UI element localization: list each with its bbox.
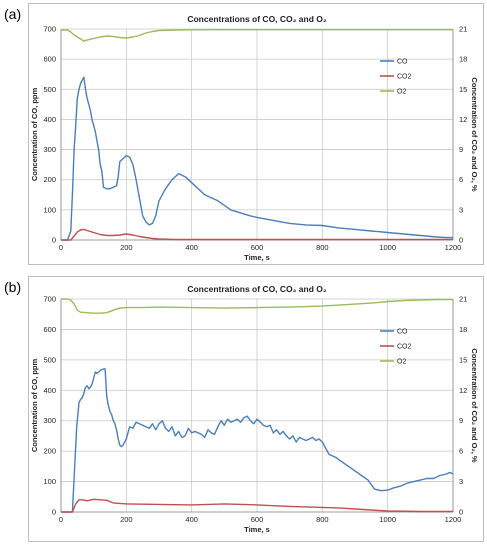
series-line-o2 [61,29,453,42]
x-tick-label: 1200 [445,243,462,252]
y-tick-label: 0 [52,508,56,517]
y2-tick-label: 3 [459,205,463,214]
x-tick-label: 200 [120,515,133,524]
y2-tick-label: 0 [459,236,463,245]
y2-tick-label: 9 [459,145,463,154]
y2-tick-label: 18 [459,55,467,64]
y-tick-label: 100 [43,205,56,214]
chart-0: 0 100 200 300 400 500 600 700 0 3 6 9 12 15 18 21 0 200 40… [30,14,479,262]
y-axis-title: Concentration of CO, ppm [30,88,39,182]
series-line-co2 [61,498,453,513]
y-axis-title: Concentration of CO, ppm [30,359,39,453]
y2-tick-label: 6 [459,447,463,456]
x-tick-label: 600 [251,243,264,252]
x-axis-title: Time, s [244,253,270,262]
y-tick-label: 0 [52,236,56,245]
chart-panel-a [28,3,484,265]
x-tick-label: 1000 [379,515,396,524]
series-line-co2 [61,228,453,241]
x-tick-label: 200 [120,243,133,252]
x-tick-label: 1200 [445,515,462,524]
chart-panel-b [28,276,484,542]
y2-tick-label: 15 [459,355,467,364]
x-tick-label: 400 [185,515,198,524]
x-tick-label: 800 [316,243,329,252]
y-tick-label: 300 [43,416,56,425]
x-tick-label: 0 [59,515,63,524]
x-tick-label: 800 [316,515,329,524]
legend-label-co2: CO2 [397,74,412,81]
x-tick-label: 400 [185,243,198,252]
y-tick-label: 500 [43,85,56,94]
chart-title: Concentrations of CO, CO₂ and O₂ [187,284,327,294]
y-tick-label: 500 [43,355,56,364]
y-tick-label: 400 [43,386,56,395]
x-tick-label: 1000 [379,243,396,252]
y2-tick-label: 15 [459,85,467,94]
y2-tick-label: 18 [459,325,467,334]
y2-tick-label: 21 [459,25,467,34]
y-tick-label: 200 [43,175,56,184]
chart-1: 0 100 200 300 400 500 600 700 0 3 6 9 12 15 18 21 0 200 40… [30,284,479,534]
series-line-co [61,368,454,513]
y2-tick-label: 12 [459,386,467,395]
legend-label-o2: O2 [397,359,406,366]
y-tick-label: 400 [43,115,56,124]
y2-tick-label: 6 [459,175,463,184]
y-tick-label: 600 [43,55,56,64]
y2-tick-label: 3 [459,477,463,486]
x-tick-label: 600 [251,515,264,524]
y2-axis-title: Concentration of CO₂ and O₂, % [470,77,479,191]
y2-tick-label: 9 [459,416,463,425]
y-tick-label: 300 [43,145,56,154]
y-tick-label: 700 [43,25,56,34]
y2-axis-title: Concentration of CO₂ and O₂, % [470,348,479,462]
chart-title: Concentrations of CO, CO₂ and O₂ [187,14,327,24]
panel-tag-b: (b) [4,279,22,295]
y2-tick-label: 0 [459,508,463,517]
series-line-o2 [61,298,453,314]
y2-tick-label: 21 [459,295,467,304]
y-tick-label: 200 [43,447,56,456]
y-tick-label: 100 [43,477,56,486]
y-tick-label: 600 [43,325,56,334]
legend-label-o2: O2 [397,89,406,96]
x-axis-title: Time, s [244,525,270,534]
y-tick-label: 700 [43,295,56,304]
legend-label-co: CO [397,329,408,336]
panel-tag-a: (a) [4,6,22,22]
series-line-co [61,76,453,241]
legend-label-co2: CO2 [397,344,412,351]
legend-label-co: CO [397,59,408,66]
x-tick-label: 0 [59,243,63,252]
y2-tick-label: 12 [459,115,467,124]
